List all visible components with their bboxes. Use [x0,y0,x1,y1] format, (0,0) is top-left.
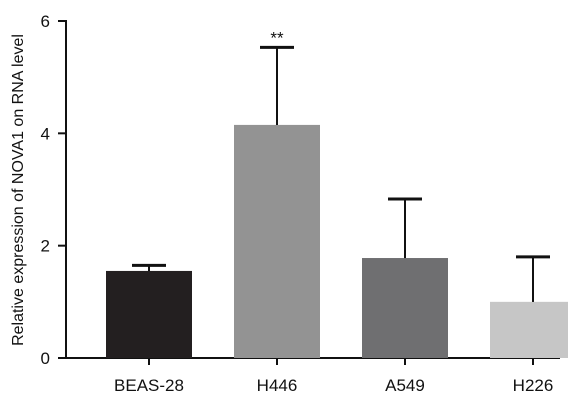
bar [362,258,448,358]
y-tick-label: 4 [41,124,50,143]
x-tick-label: H226 [513,376,554,395]
x-tick-label: A549 [385,376,425,395]
bar [490,301,568,358]
y-tick-label: 0 [41,349,50,368]
x-tick-label: H446 [257,376,298,395]
y-axis-label: Relative expression of NOVA1 on RNA leve… [10,34,27,346]
bar [234,124,320,359]
y-tick-label: 2 [41,237,50,256]
bar [106,270,192,358]
y-tick-label: 6 [41,12,50,31]
x-tick-label: BEAS-28 [114,376,184,395]
significance-annotation: ** [270,28,284,47]
